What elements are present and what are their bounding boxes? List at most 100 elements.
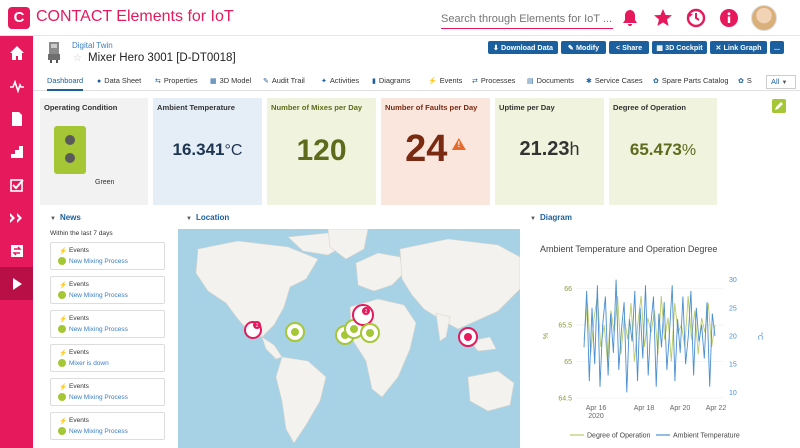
- news-link[interactable]: New Mixing Process: [69, 326, 128, 333]
- favorite-star-icon[interactable]: ☆: [73, 53, 82, 64]
- bell-icon[interactable]: [620, 8, 640, 28]
- search-input[interactable]: [441, 9, 613, 29]
- lightning-icon: ⚡: [59, 418, 68, 425]
- edit-dashboard-button[interactable]: [772, 99, 786, 113]
- tab-label: Dashboard: [47, 76, 84, 85]
- news-item[interactable]: ⚡ Events New Mixing Process: [50, 242, 165, 270]
- tab-bar: Dashboard ● Data Sheet ⇆ Properties ▦ 3D Mo…: [33, 73, 800, 91]
- mixes-value: 120: [296, 134, 347, 167]
- location-map[interactable]: 2 2: [178, 229, 520, 448]
- sidebar-item-documents[interactable]: [0, 102, 33, 135]
- news-item[interactable]: ⚡ Events New Mixing Process: [50, 310, 165, 338]
- map-marker-europe-south[interactable]: [360, 323, 380, 343]
- y-right-tick-label: 15: [729, 362, 737, 369]
- checkbox-icon: [9, 178, 24, 192]
- kpi-value: 16.341°C: [153, 140, 262, 160]
- share-label: Share: [622, 43, 643, 52]
- diagram-section-header[interactable]: ▼ Diagram: [530, 213, 572, 222]
- map-marker-europe-north[interactable]: 2: [352, 304, 374, 326]
- tab-service-cases[interactable]: ✱ Service Cases: [586, 73, 643, 91]
- modify-button[interactable]: ✎ Modify: [561, 41, 606, 54]
- map-marker-cluster-west[interactable]: 2: [244, 321, 262, 339]
- history-icon[interactable]: [686, 8, 706, 28]
- star-icon[interactable]: [653, 8, 673, 28]
- tab-audit-trail[interactable]: ✎ Audit Trail: [263, 73, 305, 91]
- info-icon[interactable]: [719, 8, 739, 28]
- collapse-icon: ▼: [530, 216, 536, 222]
- lightning-icon: ⚡: [59, 384, 68, 391]
- news-link[interactable]: New Mixing Process: [69, 428, 128, 435]
- chevron-down-icon: ▼: [781, 80, 788, 86]
- tab-events[interactable]: ⚡ Events: [428, 73, 462, 91]
- kpi-value: 21.23h: [495, 138, 604, 161]
- tab-truncated[interactable]: ✿ S: [738, 73, 756, 91]
- tab-diagrams[interactable]: ▮ Diagrams: [372, 73, 410, 91]
- kpi-uptime-per-day: Uptime per Day 21.23h: [495, 98, 604, 205]
- y-right-tick-label: 25: [729, 305, 737, 312]
- tab-label: 3D Model: [219, 76, 252, 85]
- link-graph-label: Link Graph: [723, 43, 762, 52]
- news-link[interactable]: New Mixing Process: [69, 394, 128, 401]
- kpi-value: 120: [267, 134, 376, 168]
- more-actions-button[interactable]: ...: [770, 41, 784, 54]
- tab-documents[interactable]: ▤ Documents: [527, 73, 574, 91]
- kpi-label: Operating Condition: [44, 103, 118, 112]
- y-left-tick-label: 66: [564, 286, 572, 293]
- share-button[interactable]: < Share: [609, 41, 649, 54]
- app-logo[interactable]: C: [8, 7, 30, 29]
- tab-3d-model[interactable]: ▦ 3D Model: [210, 73, 251, 91]
- x-tick-label: Apr 20: [670, 405, 691, 412]
- link-graph-button[interactable]: ✕ Link Graph: [710, 41, 767, 54]
- tab-data-sheet[interactable]: ● Data Sheet: [97, 73, 141, 91]
- news-subtitle: Within the last 7 days: [50, 230, 113, 237]
- y-right-tick-label: 20: [729, 334, 737, 341]
- pulse-icon: [9, 79, 24, 94]
- kpi-degree-of-operation: Degree of Operation 65.473%: [609, 98, 717, 205]
- sidebar-item-exchange[interactable]: [0, 234, 33, 267]
- world-map[interactable]: 2 2: [178, 229, 520, 448]
- download-data-button[interactable]: ⬇ Download Data: [488, 41, 558, 54]
- 3d-cockpit-button[interactable]: ▦ 3D Cockpit: [652, 41, 707, 54]
- tab-all-dropdown[interactable]: All ▼: [766, 75, 796, 89]
- sidebar-item-structure[interactable]: [0, 135, 33, 168]
- exchange-icon: [10, 244, 23, 257]
- breadcrumb[interactable]: Digital Twin: [72, 41, 113, 50]
- pencil-icon: [775, 102, 783, 110]
- sidebar-item-monitoring[interactable]: [0, 69, 33, 102]
- data-sheet-icon: ●: [97, 78, 102, 85]
- news-link[interactable]: New Mixing Process: [69, 292, 128, 299]
- news-item[interactable]: ⚡ Events New Mixing Process: [50, 378, 165, 406]
- news-item[interactable]: ⚡ Events New Mixing Process: [50, 276, 165, 304]
- sidebar-item-tasks[interactable]: [0, 168, 33, 201]
- map-marker-asia[interactable]: [458, 327, 478, 347]
- gear-icon: ✿: [653, 78, 659, 85]
- tab-processes[interactable]: ⇄ Processes: [472, 73, 515, 91]
- location-section-header[interactable]: ▼ Location: [186, 213, 229, 222]
- warning-icon: !: [451, 138, 466, 150]
- sidebar-item-workflows[interactable]: [0, 201, 33, 234]
- app-title: CONTACT Elements for IoT: [36, 8, 234, 25]
- user-avatar[interactable]: [751, 5, 777, 31]
- kpi-label: Number of Mixes per Day: [271, 103, 363, 112]
- news-link[interactable]: New Mixing Process: [69, 258, 128, 265]
- tab-label: Audit Trail: [271, 76, 305, 85]
- news-item[interactable]: ⚡ Events Mixer is down: [50, 344, 165, 372]
- map-marker-east-us[interactable]: [285, 322, 305, 342]
- tab-spare-parts-catalog[interactable]: ✿ Spare Parts Catalog: [653, 73, 728, 91]
- news-link[interactable]: Mixer is down: [69, 360, 109, 367]
- news-section-header[interactable]: ▼ News: [50, 213, 81, 222]
- sidebar-item-home[interactable]: [0, 36, 33, 69]
- kpi-label: Degree of Operation: [613, 103, 686, 112]
- y-right-tick-label: 10: [729, 390, 737, 397]
- process-icon: [58, 325, 66, 333]
- service-icon: ✱: [586, 78, 592, 85]
- tab-label: S: [746, 76, 752, 85]
- news-item[interactable]: ⚡ Events New Mixing Process: [50, 412, 165, 440]
- cluster-count: 2: [256, 323, 259, 329]
- tab-activities[interactable]: ✦ Activities: [321, 73, 359, 91]
- sidebar-item-expand[interactable]: [0, 267, 33, 300]
- tab-dashboard[interactable]: Dashboard: [47, 73, 84, 91]
- tab-properties[interactable]: ⇆ Properties: [155, 73, 198, 91]
